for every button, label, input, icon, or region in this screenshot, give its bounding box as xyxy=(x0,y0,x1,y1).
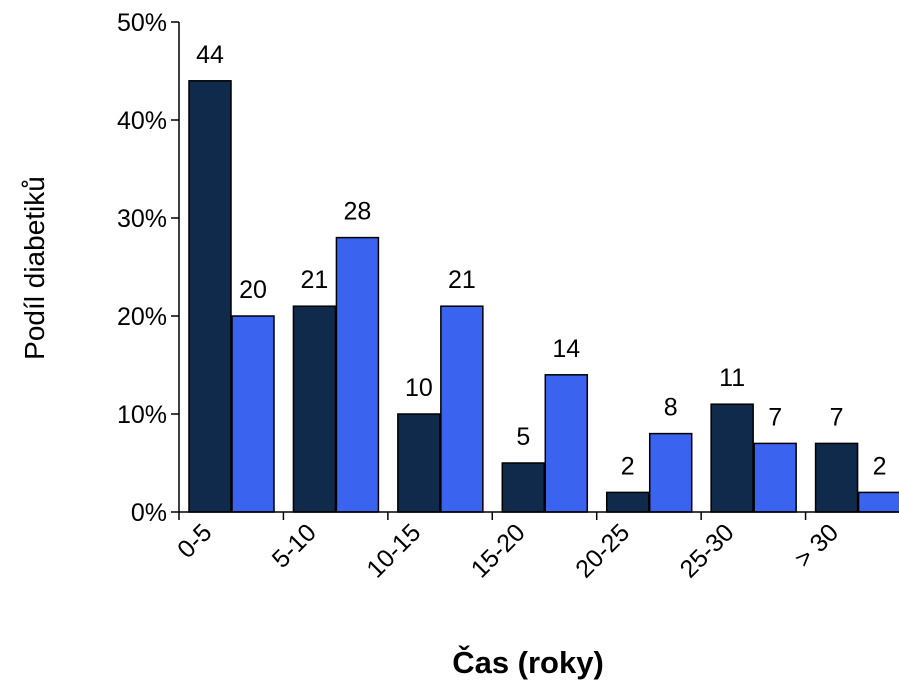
y-tick-label: 20% xyxy=(117,303,167,331)
bar-s2-2025 xyxy=(648,432,693,513)
bar-s2-1520 xyxy=(544,374,589,513)
y-tick-label: 50% xyxy=(117,9,167,37)
data-label: 7 xyxy=(768,403,782,431)
data-label: 7 xyxy=(830,403,844,431)
y-tick-label: 0% xyxy=(131,499,167,527)
x-tick-label: 25-30 xyxy=(675,518,740,583)
x-tick-label: 10-15 xyxy=(361,518,426,583)
x-tick-label: 5-10 xyxy=(267,518,322,573)
data-label: 21 xyxy=(301,266,329,294)
x-tick-label: > 30 xyxy=(789,518,844,573)
x-axis-title: Čas (roky) xyxy=(452,644,604,680)
bar-s2-05 xyxy=(231,315,275,513)
y-tick-label: 10% xyxy=(117,401,167,429)
data-label: 20 xyxy=(239,276,267,304)
bar-s2-2530 xyxy=(753,442,797,513)
bar-s1-1520 xyxy=(501,462,546,513)
data-label: 2 xyxy=(873,452,887,480)
y-tick-label: 30% xyxy=(117,205,167,233)
x-tick-label: 15-20 xyxy=(466,518,531,583)
data-label: 10 xyxy=(405,374,433,402)
data-label: 2 xyxy=(621,452,635,480)
bar-s2-30 xyxy=(857,491,899,513)
bar-s2-1015 xyxy=(440,305,484,513)
data-label: 14 xyxy=(552,335,580,363)
data-label: 5 xyxy=(516,423,530,451)
data-label: 8 xyxy=(664,394,678,422)
bar-s1-05 xyxy=(188,80,232,513)
bar-s1-2025 xyxy=(605,491,650,513)
bar-s1-1015 xyxy=(397,413,441,513)
bars-group xyxy=(188,80,899,513)
bar-s1-510 xyxy=(292,305,337,513)
y-axis-title: Podíl diabetiků xyxy=(19,176,50,360)
y-tick-label: 40% xyxy=(117,107,167,135)
data-label: 21 xyxy=(448,266,476,294)
data-label: 28 xyxy=(344,198,372,226)
bar-s1-2530 xyxy=(710,403,754,513)
bar-s1-30 xyxy=(814,442,859,513)
x-tick-label: 20-25 xyxy=(570,518,635,583)
data-label: 44 xyxy=(196,41,224,69)
bar-s2-510 xyxy=(335,236,380,513)
x-tick-label: 0-5 xyxy=(172,518,217,563)
data-label: 11 xyxy=(719,364,745,392)
